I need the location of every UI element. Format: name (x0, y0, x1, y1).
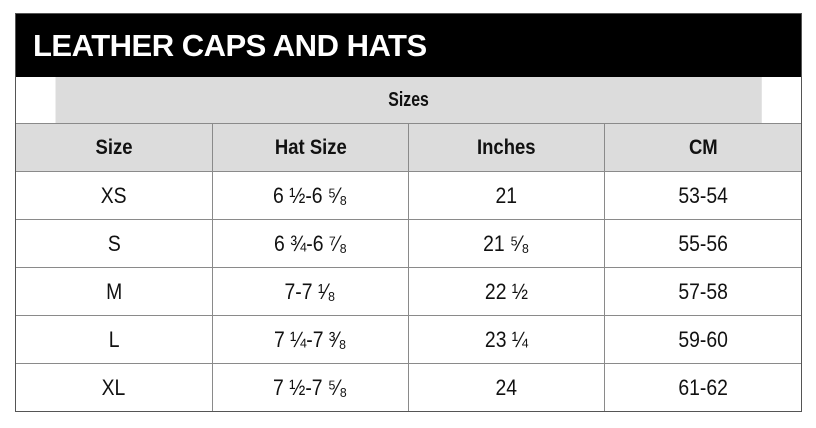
cm-cell: 55-56 (604, 219, 801, 268)
size-value: XL (102, 374, 126, 400)
cm-value: 61-62 (678, 374, 728, 400)
column-header-row: Size Hat Size Inches CM (16, 123, 801, 172)
table-row: M 7-7 ¹⁄₈ 22 ½ 57-58 (16, 267, 801, 316)
hat-size-value: 7 ½-7 ⁵⁄₈ (273, 374, 348, 400)
table-row: L 7 ¼-7 ³⁄₈ 23 ¼ 59-60 (16, 315, 801, 364)
hat-size-cell: 7 ¼-7 ³⁄₈ (211, 315, 410, 364)
size-value: M (105, 278, 122, 304)
size-cell: M (16, 267, 213, 316)
size-table: Sizes Size Hat Size Inches CM XS 6 ½-6 ⁵… (16, 77, 801, 411)
inches-cell: 24 (407, 363, 606, 411)
hat-size-value: 6 ½-6 ⁵⁄₈ (273, 182, 348, 208)
group-header-row: Sizes (16, 77, 801, 124)
size-value: S (107, 230, 121, 256)
column-header-cm: CM (604, 123, 801, 172)
inches-cell: 22 ½ (407, 267, 606, 316)
inches-value: 21 (495, 182, 518, 208)
cm-cell: 61-62 (604, 363, 801, 411)
column-header-inches: Inches (407, 123, 606, 172)
size-value: L (108, 326, 120, 352)
inches-cell: 21 (407, 171, 606, 220)
inches-value: 24 (495, 374, 518, 400)
hat-size-value: 7-7 ¹⁄₈ (284, 278, 336, 304)
hat-size-value: 7 ¼-7 ³⁄₈ (274, 326, 347, 352)
inches-cell: 21 ⁵⁄₈ (407, 219, 606, 268)
hat-size-cell: 7-7 ¹⁄₈ (211, 267, 410, 316)
inches-value: 22 ½ (485, 278, 529, 304)
inches-cell: 23 ¼ (407, 315, 606, 364)
cm-value: 57-58 (678, 278, 728, 304)
column-header-size-text: Size (95, 135, 133, 159)
chart-title: LEATHER CAPS AND HATS (16, 14, 801, 77)
column-header-hat-size: Hat Size (211, 123, 410, 172)
table-row: XL 7 ½-7 ⁵⁄₈ 24 61-62 (16, 363, 801, 411)
hat-size-value: 6 ¾-6 ⁷⁄₈ (273, 230, 347, 256)
size-cell: L (16, 315, 213, 364)
column-header-hat-size-text: Hat Size (274, 135, 347, 159)
chart-title-text: LEATHER CAPS AND HATS (33, 27, 427, 63)
inches-value: 23 ¼ (485, 326, 529, 352)
cm-value: 59-60 (678, 326, 728, 352)
cm-cell: 57-58 (604, 267, 801, 316)
group-header-text: Sizes (388, 88, 429, 111)
cm-cell: 53-54 (604, 171, 801, 220)
size-chart: LEATHER CAPS AND HATS Sizes Size Hat Siz… (15, 13, 802, 412)
column-header-inches-text: Inches (477, 135, 536, 159)
size-cell: S (16, 219, 213, 268)
column-header-size: Size (16, 123, 213, 172)
table-row: XS 6 ½-6 ⁵⁄₈ 21 53-54 (16, 171, 801, 220)
cm-value: 55-56 (678, 230, 728, 256)
hat-size-cell: 6 ½-6 ⁵⁄₈ (211, 171, 410, 220)
size-cell: XL (16, 363, 213, 411)
size-cell: XS (16, 171, 213, 220)
inches-value: 21 ⁵⁄₈ (483, 230, 530, 256)
cm-value: 53-54 (678, 182, 728, 208)
column-header-cm-text: CM (688, 135, 718, 159)
cm-cell: 59-60 (604, 315, 801, 364)
hat-size-cell: 7 ½-7 ⁵⁄₈ (211, 363, 410, 411)
hat-size-cell: 6 ¾-6 ⁷⁄₈ (211, 219, 410, 268)
size-value: XS (100, 182, 127, 208)
group-header: Sizes (55, 77, 762, 124)
table-row: S 6 ¾-6 ⁷⁄₈ 21 ⁵⁄₈ 55-56 (16, 219, 801, 268)
